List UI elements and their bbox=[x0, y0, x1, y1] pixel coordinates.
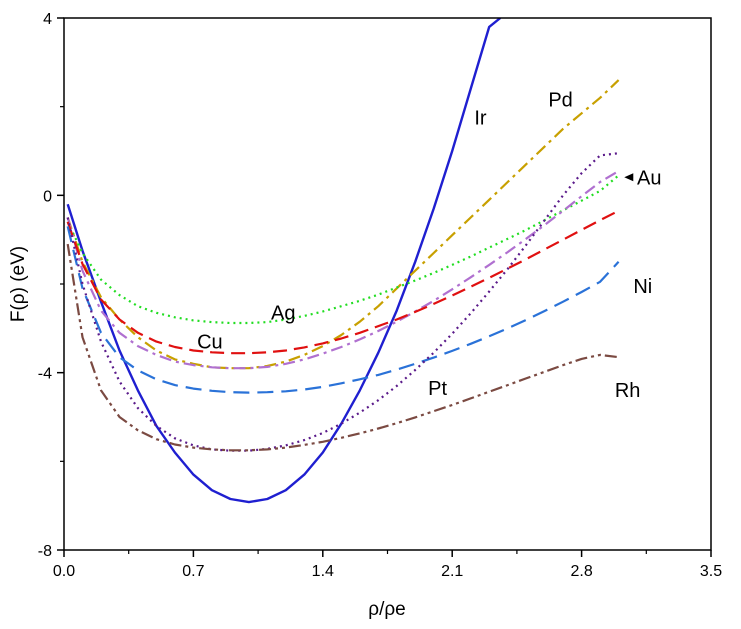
y-tick-label: -8 bbox=[38, 543, 52, 560]
ticks-layer: 0.0 0.7 1.4 2.1 2.8 3.5 4 0 -4 -8 bbox=[38, 11, 722, 580]
series-line-cu bbox=[66, 209, 620, 355]
x-tick-label: 0.0 bbox=[53, 563, 75, 580]
annotation-layer: Ir Pd Au Ni Ag Cu Pt Rh bbox=[197, 90, 661, 402]
series-line-ni bbox=[66, 226, 620, 394]
series-line-pt bbox=[66, 152, 619, 452]
y-tick-label: -4 bbox=[38, 366, 52, 383]
series-label-cu: Cu bbox=[197, 331, 223, 353]
series-layer bbox=[66, 18, 620, 504]
series-label-ag: Ag bbox=[271, 302, 295, 324]
series-label-pt: Pt bbox=[428, 378, 447, 400]
y-tick-label: 0 bbox=[43, 188, 52, 205]
y-axis-title: F(ρ) (eV) bbox=[8, 246, 29, 322]
series-line-au bbox=[66, 170, 620, 370]
series-label-au: Au bbox=[637, 167, 661, 189]
series-line-ir bbox=[66, 18, 502, 504]
series-line-ag bbox=[66, 174, 620, 325]
series-label-ir: Ir bbox=[474, 107, 487, 129]
x-axis-title: ρ/ρe bbox=[368, 599, 405, 620]
series-line-rh bbox=[66, 243, 619, 452]
y-tick-label: 4 bbox=[43, 11, 52, 28]
series-line-pd bbox=[66, 79, 620, 370]
x-tick-label: 0.7 bbox=[182, 563, 204, 580]
series-label-rh: Rh bbox=[615, 380, 641, 402]
au-arrow-head bbox=[624, 173, 634, 182]
x-tick-label: 2.8 bbox=[570, 563, 592, 580]
x-tick-label: 1.4 bbox=[312, 563, 334, 580]
x-tick-label: 2.1 bbox=[441, 563, 463, 580]
series-label-pd: Pd bbox=[548, 90, 572, 112]
plot-frame bbox=[63, 17, 712, 551]
x-tick-label: 3.5 bbox=[700, 563, 722, 580]
series-label-ni: Ni bbox=[633, 276, 652, 298]
